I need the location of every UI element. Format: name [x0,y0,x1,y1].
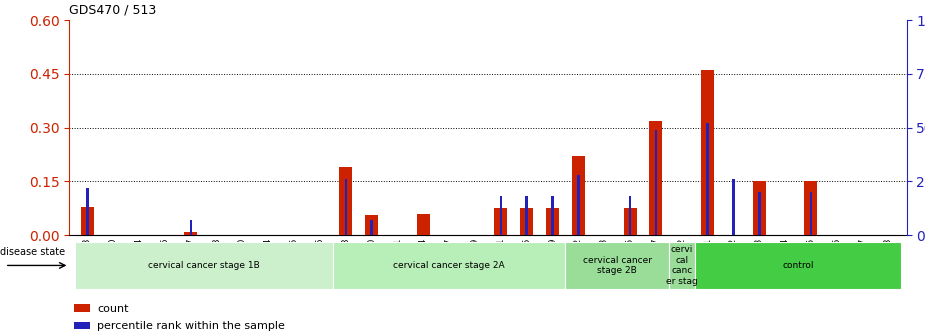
Bar [695,242,901,289]
Bar [86,188,89,235]
Bar [669,242,695,289]
Text: GDS470 / 513: GDS470 / 513 [69,4,156,17]
Bar [520,208,533,235]
Bar [365,215,378,235]
Bar [732,179,734,235]
Bar [623,208,636,235]
Bar [525,197,528,235]
Bar [649,121,662,235]
Bar [629,197,632,235]
Bar [805,181,818,235]
Bar [190,220,192,235]
Bar [809,192,812,235]
Bar [494,208,507,235]
Bar [184,232,197,235]
Bar [701,70,714,235]
Text: cervical cancer
stage 2B: cervical cancer stage 2B [583,256,651,275]
Bar [551,197,554,235]
Bar [707,123,709,235]
Bar [753,181,766,235]
Bar [370,220,373,235]
Bar [333,242,565,289]
Bar [74,304,91,312]
Text: cervical cancer stage 1B: cervical cancer stage 1B [148,261,260,270]
Bar [500,197,502,235]
Text: count: count [97,304,129,314]
Text: percentile rank within the sample: percentile rank within the sample [97,322,285,331]
Bar [417,214,430,235]
Bar [572,156,585,235]
Bar [74,322,91,329]
Text: disease state: disease state [0,247,65,257]
Bar [344,179,347,235]
Bar [75,242,333,289]
Bar [577,175,580,235]
Text: cervical cancer stage 2A: cervical cancer stage 2A [393,261,505,270]
Text: control: control [783,261,814,270]
Bar [81,207,94,235]
Text: cervi
cal
canc
er stag: cervi cal canc er stag [666,245,697,286]
Bar [655,130,657,235]
Bar [339,167,352,235]
Bar [565,242,669,289]
Bar [546,208,559,235]
Bar [758,192,760,235]
